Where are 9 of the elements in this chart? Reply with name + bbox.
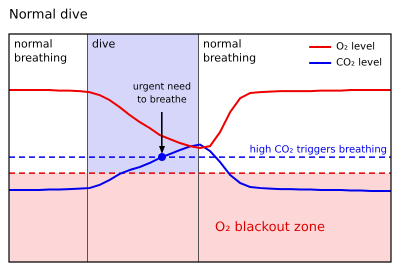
band-label: O₂ blackout zone (214, 220, 326, 235)
legend-label: O₂ level (336, 42, 376, 53)
text: normal breathing (202, 37, 256, 64)
text: normal breathing (14, 37, 68, 64)
chart-title: Normal dive (9, 7, 88, 22)
ref-line-label: high CO₂ triggers breathing (250, 144, 387, 156)
annotation: urgent need to breathe (132, 81, 192, 106)
legend-label: CO₂ level (336, 58, 382, 69)
text: dive (92, 37, 116, 50)
